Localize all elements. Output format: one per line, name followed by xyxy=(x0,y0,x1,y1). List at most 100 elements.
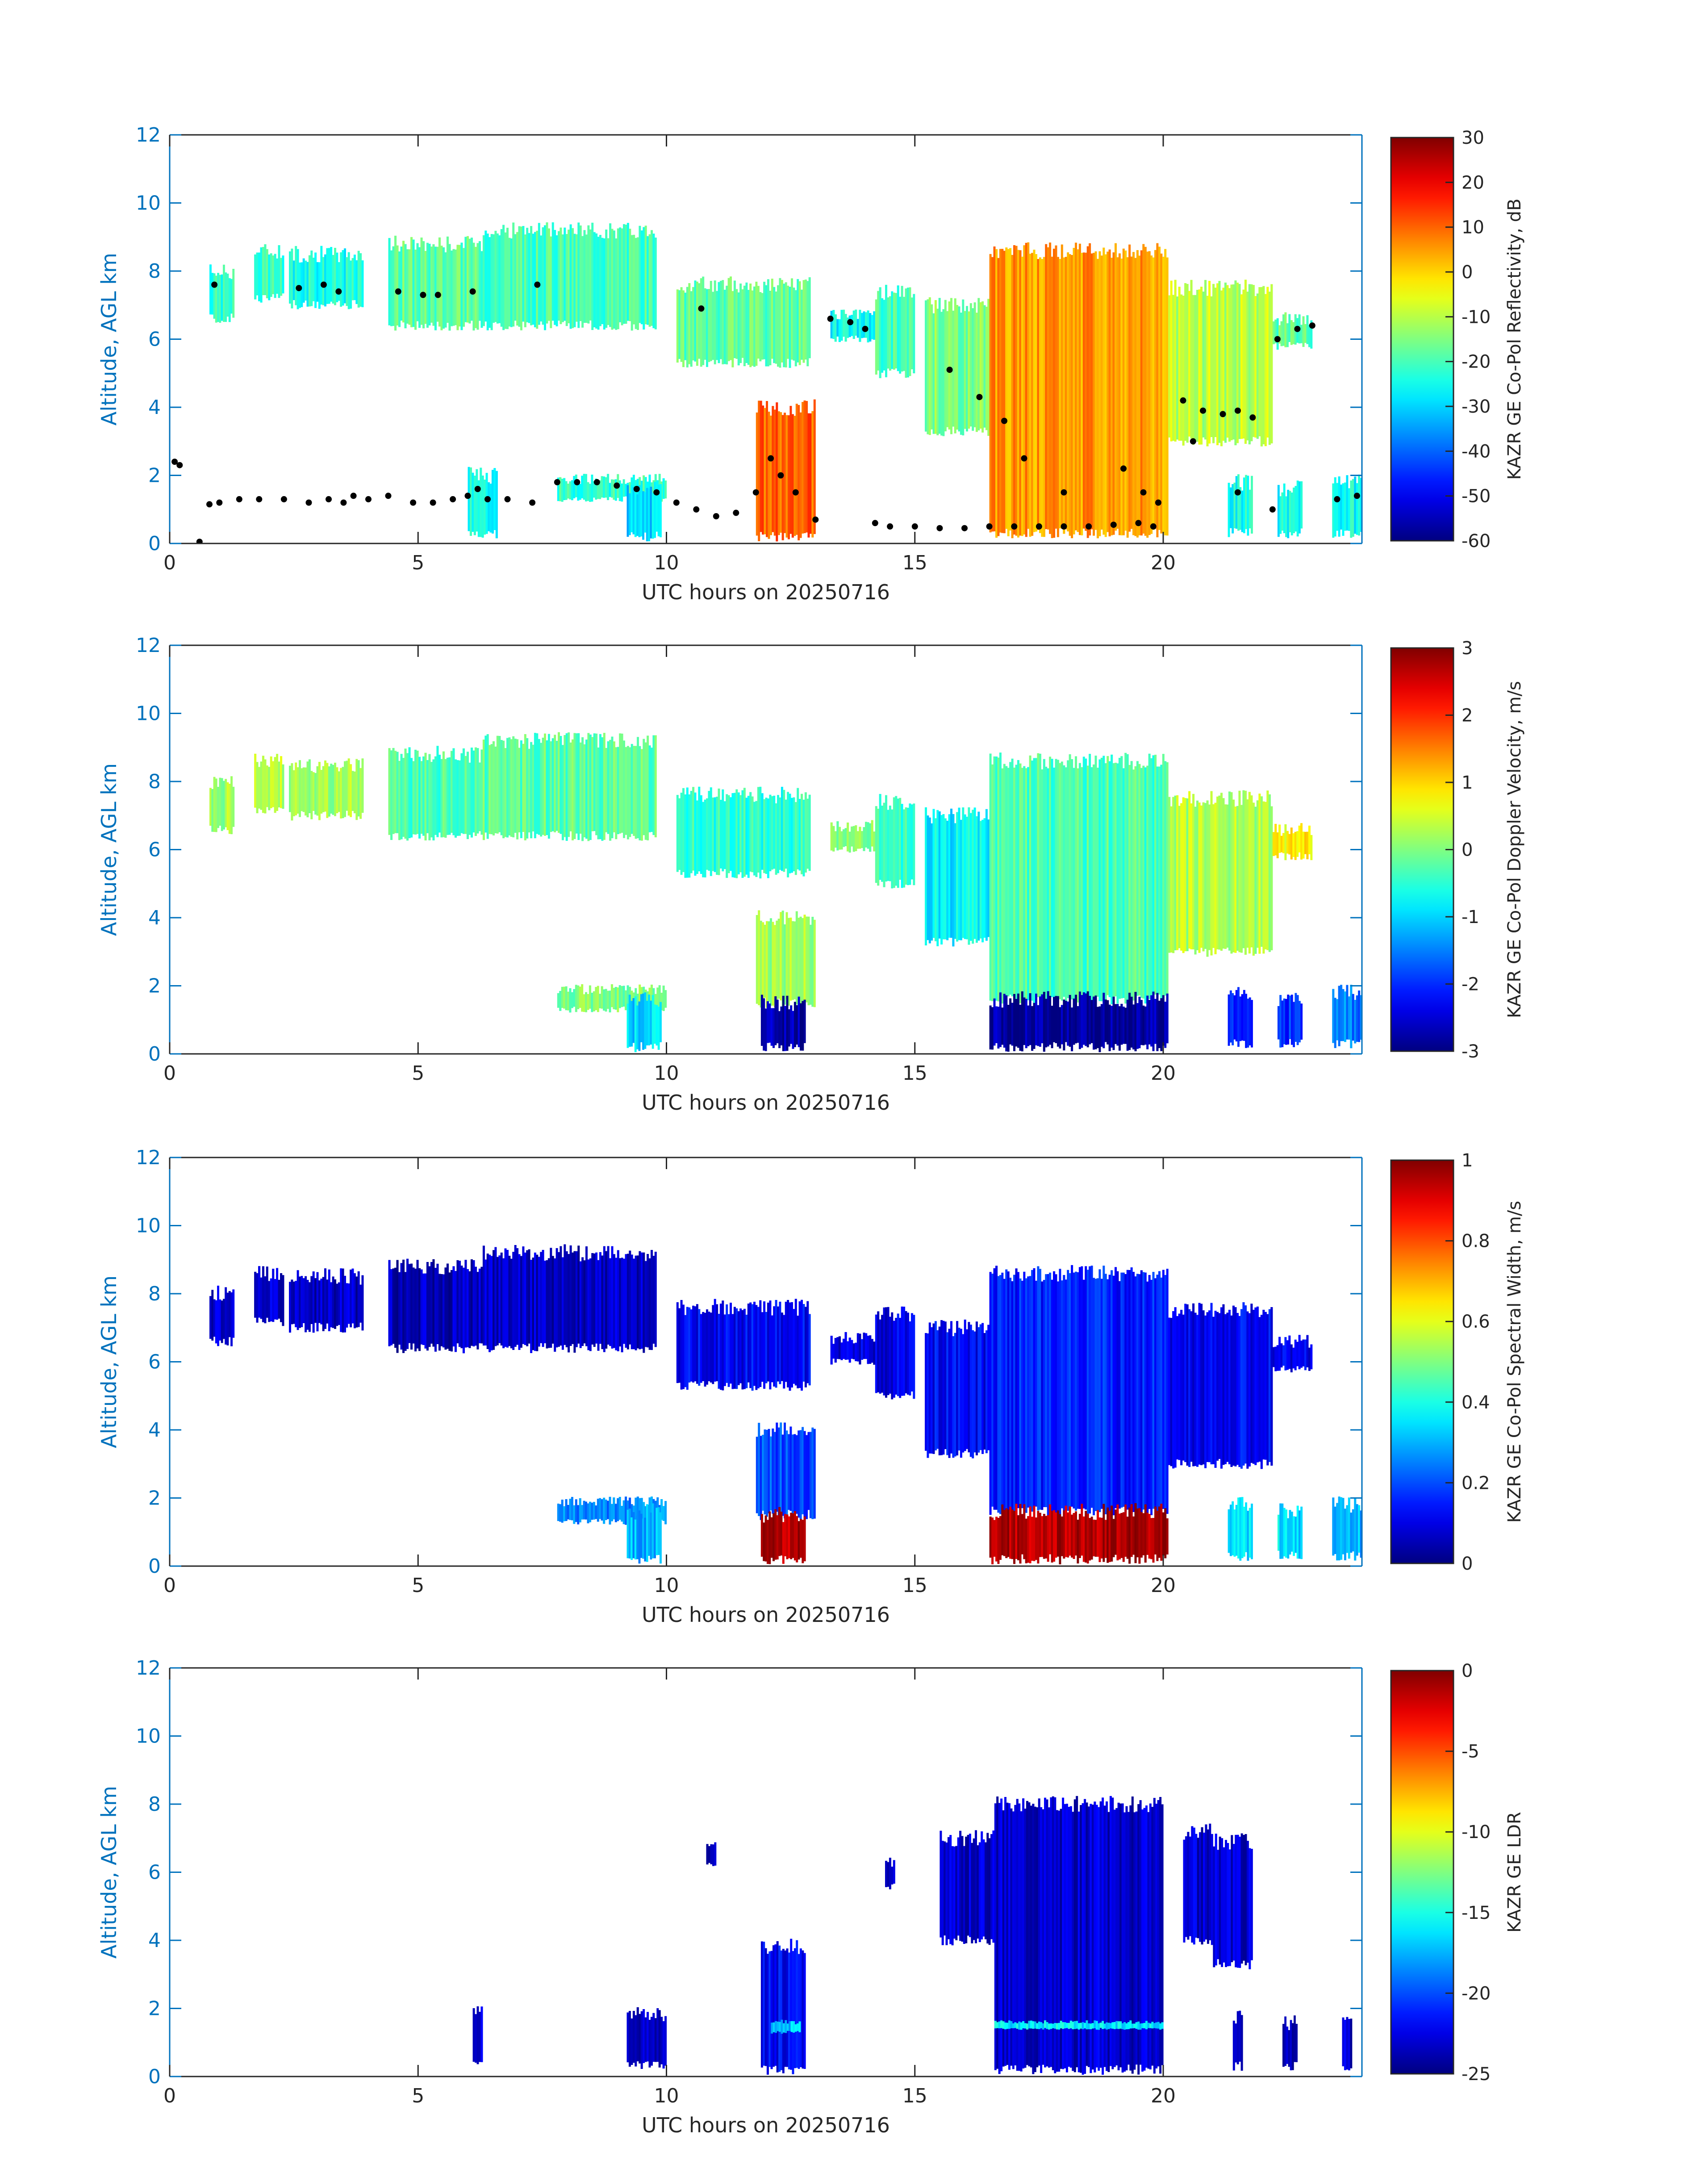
heatmap-cell xyxy=(1258,1317,1261,1462)
heatmap-cell xyxy=(420,237,423,325)
heatmap-cell xyxy=(1077,1272,1079,1509)
heatmap-cell xyxy=(636,1005,639,1049)
heatmap-cell xyxy=(322,257,325,305)
heatmap-cell xyxy=(475,2014,477,2063)
heatmap-cell xyxy=(640,2011,643,2069)
heatmap-cell xyxy=(694,280,697,362)
heatmap-cell xyxy=(591,1502,593,1520)
heatmap-cell xyxy=(1358,1505,1361,1553)
heatmap-cell xyxy=(484,735,487,833)
colorbar-tick-label: 0.2 xyxy=(1462,1473,1490,1493)
heatmap-cell xyxy=(1310,320,1313,349)
heatmap-cell xyxy=(1302,1339,1305,1366)
heatmap-cell xyxy=(609,223,612,327)
heatmap-cell xyxy=(855,825,857,851)
heatmap-cell xyxy=(342,1268,344,1333)
heatmap-cell xyxy=(1019,1278,1022,1507)
heatmap-cell xyxy=(1146,765,1149,999)
heatmap-cell xyxy=(1069,254,1071,536)
heatmap-cell xyxy=(1226,1312,1229,1462)
heatmap-cell xyxy=(780,1950,783,2070)
heatmap-cell xyxy=(786,1514,789,1559)
heatmap-cell xyxy=(1022,2021,1025,2028)
heatmap-cell xyxy=(1093,1278,1095,1516)
heatmap-cell xyxy=(1073,248,1075,535)
heatmap-cell xyxy=(295,762,297,815)
echo-point xyxy=(633,486,640,492)
heatmap-cell xyxy=(595,233,598,329)
heatmap-cell xyxy=(1168,295,1171,438)
heatmap-cell xyxy=(1294,832,1297,860)
heatmap-cell xyxy=(662,1506,665,1521)
heatmap-cell xyxy=(258,1266,261,1318)
heatmap-cell xyxy=(654,1504,656,1559)
heatmap-cell xyxy=(1021,991,1023,1052)
heatmap-cell xyxy=(1277,1514,1280,1551)
heatmap-cell xyxy=(601,737,604,841)
heatmap-cell xyxy=(1140,1270,1143,1517)
echo-point xyxy=(1135,520,1142,526)
heatmap-cell xyxy=(1073,999,1075,1045)
heatmap-cell xyxy=(1124,251,1127,531)
heatmap-cell xyxy=(516,739,519,840)
heatmap-cell xyxy=(508,1256,511,1346)
heatmap-cell xyxy=(559,477,562,501)
heatmap-cell xyxy=(985,809,988,941)
heatmap-cell xyxy=(676,289,679,363)
heatmap-cell xyxy=(722,280,724,364)
heatmap-cell xyxy=(905,1311,907,1394)
heatmap-cell xyxy=(280,258,283,296)
heatmap-cell xyxy=(609,990,611,1013)
heatmap-cell xyxy=(891,1867,894,1885)
heatmap-cell xyxy=(753,286,756,367)
heatmap-cell xyxy=(877,809,880,886)
heatmap-cell xyxy=(490,744,493,835)
heatmap-cell xyxy=(988,1838,991,1945)
heatmap-cell xyxy=(1282,833,1285,853)
heatmap-cell xyxy=(1108,1004,1111,1051)
heatmap-cell xyxy=(1025,1278,1027,1513)
heatmap-cell xyxy=(1090,1517,1093,1560)
heatmap-cell xyxy=(1051,256,1053,538)
echo-point xyxy=(946,367,953,373)
heatmap-cell xyxy=(1118,1513,1121,1560)
heatmap-cell xyxy=(1100,1279,1103,1509)
heatmap-cell xyxy=(338,262,340,301)
heatmap-cell xyxy=(1159,2023,1162,2030)
heatmap-cell xyxy=(1199,1832,1202,1942)
heatmap-cell xyxy=(1246,292,1249,441)
heatmap-cell xyxy=(221,274,223,321)
heatmap-cell xyxy=(1059,1269,1061,1516)
x-tick-label: 10 xyxy=(654,552,679,574)
heatmap-cell xyxy=(1350,481,1353,538)
heatmap-cell xyxy=(696,281,698,366)
heatmap-cell xyxy=(1146,995,1149,1049)
heatmap-cell xyxy=(782,1522,785,1564)
heatmap-cell xyxy=(771,2022,773,2034)
heatmap-cell xyxy=(1338,1496,1341,1561)
heatmap-cell xyxy=(764,1515,767,1562)
heatmap-cell xyxy=(414,249,417,330)
heatmap-cell xyxy=(1234,280,1237,446)
heatmap-cell xyxy=(793,1948,796,2068)
heatmap-cell xyxy=(438,1274,441,1351)
heatmap-cell xyxy=(1086,991,1089,1048)
heatmap-cell xyxy=(985,306,988,430)
heatmap-cell xyxy=(268,767,271,811)
heatmap-cell xyxy=(607,741,610,834)
heatmap-cell xyxy=(1029,755,1031,995)
colorbar-tick-label: 0 xyxy=(1462,840,1473,861)
heatmap-cell xyxy=(1214,1311,1217,1468)
heatmap-cell xyxy=(799,1948,802,2068)
heatmap-cell xyxy=(334,762,336,816)
heatmap-cell xyxy=(1201,1827,1203,1945)
heatmap-cell xyxy=(1138,997,1141,1049)
heatmap-cell xyxy=(1149,1803,1152,2070)
heatmap-cell xyxy=(1298,1001,1301,1043)
heatmap-cell xyxy=(1148,251,1151,535)
heatmap-cell xyxy=(410,237,413,327)
heatmap-cell xyxy=(628,2011,631,2067)
heatmap-cell xyxy=(1180,1310,1183,1466)
heatmap-cell xyxy=(1338,986,1341,1046)
heatmap-cell xyxy=(1239,2010,1241,2062)
